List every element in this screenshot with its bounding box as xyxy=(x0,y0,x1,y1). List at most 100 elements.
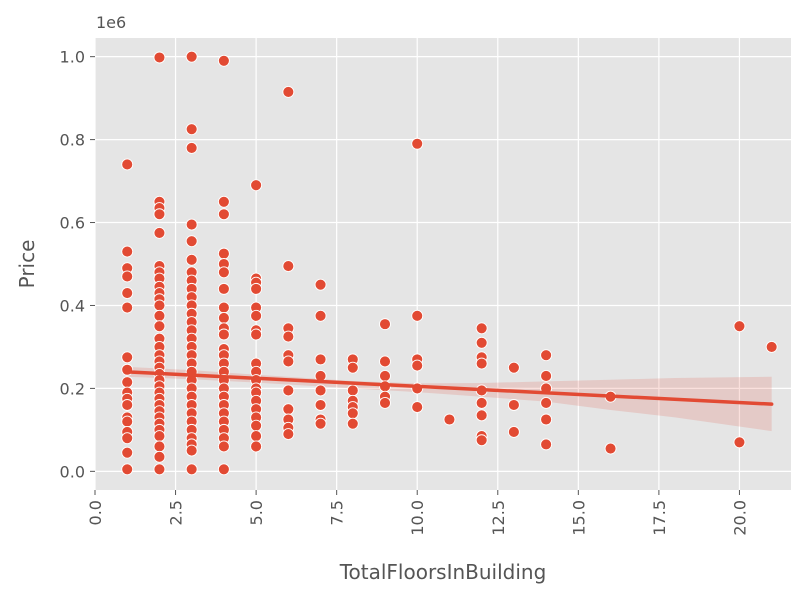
grid xyxy=(94,38,791,490)
data-point xyxy=(411,137,424,150)
data-point xyxy=(379,370,391,382)
data-point xyxy=(346,384,359,397)
confidence-band-area xyxy=(127,366,772,432)
data-point xyxy=(217,195,230,208)
data-point xyxy=(282,403,295,416)
data-point xyxy=(346,361,359,374)
data-point xyxy=(217,247,230,260)
data-point xyxy=(185,141,198,154)
data-point xyxy=(153,226,166,239)
data-point xyxy=(475,322,488,335)
data-point xyxy=(121,446,134,459)
data-point xyxy=(153,299,166,312)
data-point xyxy=(346,407,359,420)
data-point xyxy=(250,179,263,192)
data-point xyxy=(217,463,230,476)
data-point xyxy=(475,409,488,422)
data-point xyxy=(507,399,520,411)
data-point xyxy=(379,396,391,409)
y-offset-text: 1e6 xyxy=(96,13,126,32)
data-point xyxy=(282,260,295,273)
data-point xyxy=(475,357,488,370)
regression-line-path xyxy=(125,370,774,406)
data-point xyxy=(121,287,134,299)
y-axis-label: Price xyxy=(15,240,39,289)
data-point xyxy=(282,355,295,368)
y-tick-label: 0.6 xyxy=(60,214,85,233)
data-point xyxy=(411,309,424,322)
data-point xyxy=(314,384,327,397)
data-point xyxy=(217,208,230,221)
data-point xyxy=(217,282,230,295)
data-point xyxy=(282,85,295,98)
y-axis: 0.0 0.2 0.4 0.6 0.8 1.0 xyxy=(60,48,95,481)
data-point xyxy=(121,245,134,258)
plot-background xyxy=(95,38,791,490)
y-tick-label: 0.8 xyxy=(60,131,85,150)
data-point xyxy=(121,432,134,445)
data-point xyxy=(121,158,134,171)
data-point xyxy=(153,440,166,453)
data-point xyxy=(443,413,456,426)
data-point xyxy=(282,428,295,440)
x-axis: 0.0 2.5 5.0 7.5 10.0 12.5 15.0 17.5 20.0 xyxy=(86,490,749,536)
y-tick-label: 0.2 xyxy=(60,379,85,398)
data-point xyxy=(153,208,166,221)
data-point xyxy=(411,401,424,414)
data-point xyxy=(121,463,134,476)
x-tick-label: 15.0 xyxy=(569,500,588,536)
data-point xyxy=(540,438,553,451)
data-point xyxy=(185,444,198,457)
x-tick-label: 17.5 xyxy=(650,500,669,536)
data-point xyxy=(217,328,230,341)
data-point xyxy=(121,301,134,314)
data-point xyxy=(507,425,520,438)
x-tick-label: 12.5 xyxy=(489,500,508,536)
data-point xyxy=(379,355,391,368)
x-tick-label: 5.0 xyxy=(247,500,266,525)
data-points xyxy=(121,50,778,476)
data-point xyxy=(733,436,746,449)
data-point xyxy=(475,396,488,409)
confidence-band xyxy=(127,366,772,432)
data-point xyxy=(250,440,263,453)
data-point xyxy=(540,413,553,426)
data-point xyxy=(475,434,488,447)
data-point xyxy=(765,340,778,353)
data-point xyxy=(314,278,327,291)
data-point xyxy=(379,318,391,331)
data-point xyxy=(346,417,359,430)
data-point xyxy=(217,311,230,324)
data-point xyxy=(185,123,198,136)
data-point xyxy=(217,301,230,314)
data-point xyxy=(282,330,295,343)
data-point xyxy=(153,430,166,443)
data-point xyxy=(507,361,520,374)
data-point xyxy=(250,430,263,443)
data-point xyxy=(540,370,553,382)
data-point xyxy=(250,309,263,322)
data-point xyxy=(185,253,198,266)
data-point xyxy=(475,336,488,349)
data-point xyxy=(153,51,166,64)
data-point xyxy=(733,320,746,333)
x-tick-label: 7.5 xyxy=(328,500,347,525)
data-point xyxy=(604,442,617,455)
data-point xyxy=(250,282,263,295)
data-point xyxy=(314,399,327,411)
x-axis-label: TotalFloorsInBuilding xyxy=(339,560,547,584)
data-point xyxy=(540,396,553,409)
data-point xyxy=(153,463,166,476)
data-point xyxy=(250,328,263,341)
data-point xyxy=(185,235,198,248)
data-point xyxy=(153,450,166,463)
x-tick-label: 2.5 xyxy=(167,500,186,525)
data-point xyxy=(217,54,230,67)
x-tick-label: 10.0 xyxy=(408,500,427,536)
data-point xyxy=(185,50,198,63)
data-point xyxy=(121,415,134,428)
data-point xyxy=(540,349,553,362)
regression-line xyxy=(125,370,774,406)
data-point xyxy=(121,351,134,364)
